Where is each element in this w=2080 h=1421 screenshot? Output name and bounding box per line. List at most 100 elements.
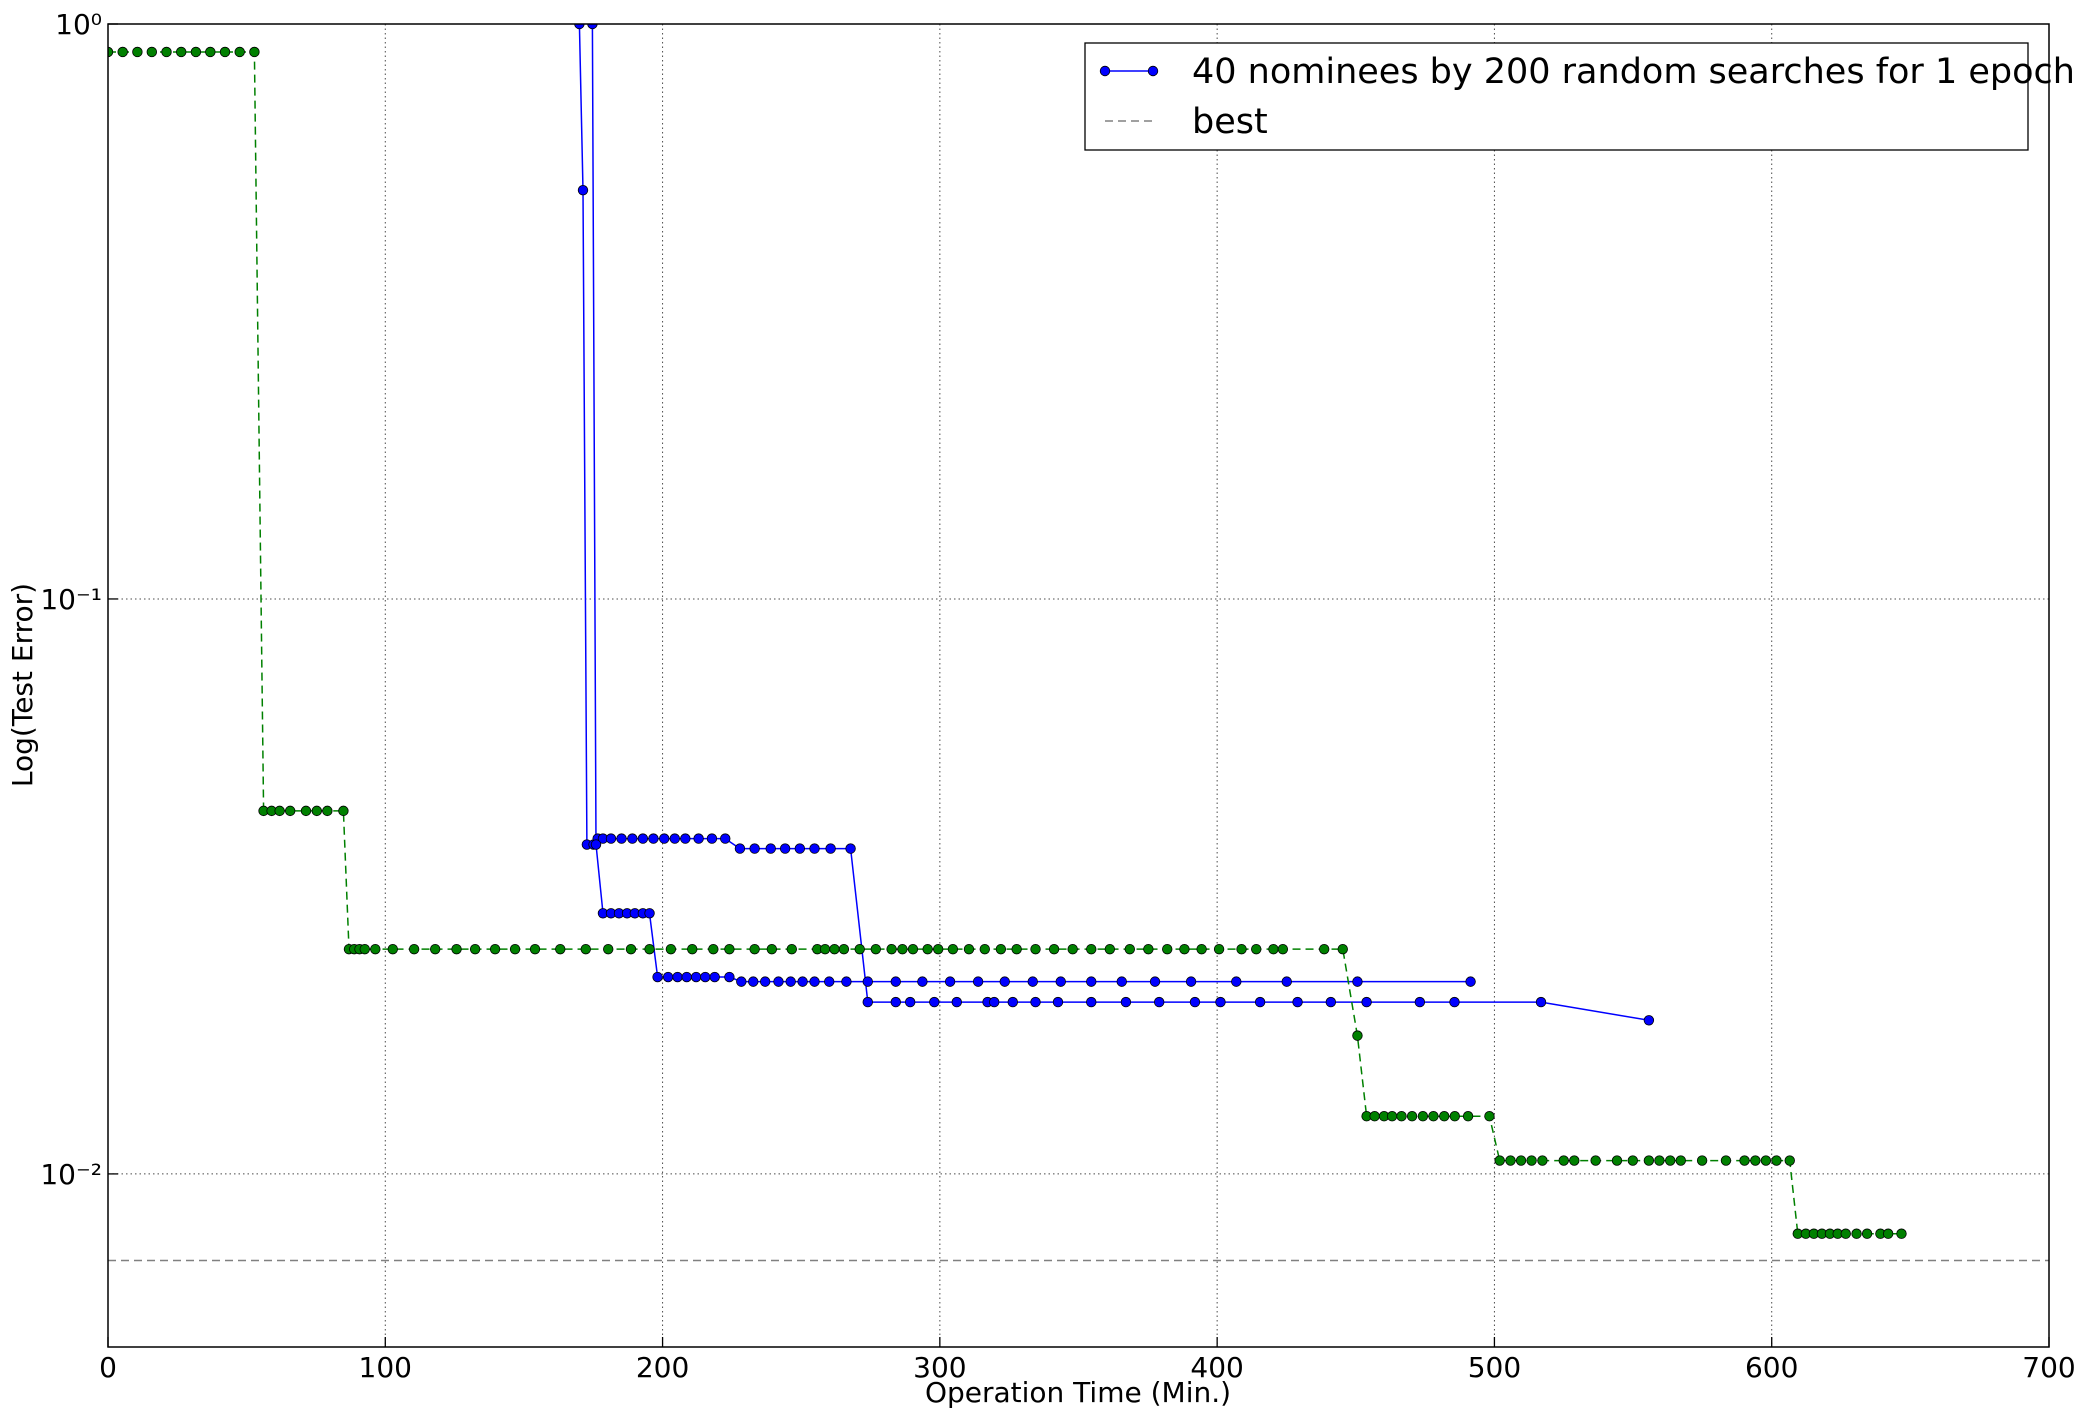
plot-frame (107, 23, 2050, 1348)
data-point (829, 943, 840, 955)
data-point (1048, 943, 1060, 955)
data-point (108, 46, 114, 58)
data-point (1369, 1111, 1380, 1122)
x-tick-label: 100 (359, 1351, 412, 1384)
data-point (1149, 976, 1161, 987)
data-point (963, 943, 975, 955)
data-point (1861, 1228, 1873, 1239)
data-point (1771, 1155, 1782, 1166)
data-point (451, 943, 462, 955)
data-point (1007, 996, 1018, 1008)
data-point (1325, 996, 1337, 1008)
series-line (108, 51, 1902, 1235)
data-point (637, 833, 649, 844)
data-point (1675, 1155, 1686, 1166)
data-point (117, 46, 128, 58)
legend-label: best (1192, 102, 1268, 142)
x-tick-label: 500 (1468, 1351, 1521, 1384)
data-point (1030, 996, 1041, 1008)
data-point (1558, 1155, 1569, 1166)
y-tick-label: 10⁻² (40, 1158, 102, 1191)
data-point (274, 805, 285, 817)
y-tick-label: 10⁻¹ (40, 583, 102, 616)
data-point (1439, 1111, 1450, 1122)
data-point (1052, 996, 1064, 1008)
data-point (509, 943, 521, 955)
data-point (681, 971, 692, 983)
data-point (387, 943, 398, 955)
data-point (1428, 1111, 1439, 1122)
data-point (1281, 976, 1292, 987)
data-point (1720, 1155, 1732, 1166)
data-point (1292, 996, 1303, 1008)
data-point (709, 971, 720, 983)
data-point (1143, 943, 1154, 955)
data-point (644, 908, 655, 919)
data-point (995, 943, 1007, 955)
data-point (1396, 1111, 1407, 1122)
data-point (734, 843, 746, 854)
data-point (1654, 1155, 1665, 1166)
data-point (429, 943, 441, 955)
data-point (724, 971, 735, 983)
data-point (284, 805, 296, 817)
data-point (219, 46, 231, 58)
data-point (662, 971, 674, 983)
data-point (1189, 996, 1201, 1008)
data-point (1179, 943, 1190, 955)
data-point (886, 943, 897, 955)
data-point (1643, 1015, 1655, 1026)
data-point (979, 943, 990, 955)
data-point (749, 943, 760, 955)
data-point (1535, 996, 1547, 1008)
legend-label: 40 nominees by 200 random searches for 1… (1192, 52, 2075, 92)
data-point (648, 833, 659, 844)
data-point (322, 805, 333, 817)
plot (108, 24, 2049, 1262)
data-point (161, 46, 172, 58)
data-point (1417, 1111, 1429, 1122)
legend-marker (1099, 65, 1111, 77)
data-point (1124, 943, 1135, 955)
data-point (693, 833, 704, 844)
data-point (176, 46, 187, 58)
data-point (469, 943, 481, 955)
data-point (838, 943, 850, 955)
data-point (907, 943, 919, 955)
data-point (205, 46, 216, 58)
data-point (1739, 1155, 1750, 1166)
data-point (904, 996, 916, 1008)
data-point (951, 996, 962, 1008)
data-point (555, 943, 566, 955)
data-point (749, 843, 760, 854)
legend-marker (1147, 65, 1159, 77)
data-point (1386, 1111, 1398, 1122)
data-point (1627, 1155, 1638, 1166)
data-point (1696, 1155, 1708, 1166)
data-point (1251, 943, 1262, 955)
data-point (989, 996, 1000, 1008)
data-point (1352, 1030, 1363, 1041)
data-point (797, 976, 808, 987)
x-tick-label: 300 (913, 1351, 966, 1384)
data-point (1153, 996, 1165, 1008)
data-point (627, 833, 638, 844)
data-point (1011, 943, 1022, 955)
data-point (190, 46, 202, 58)
data-point (1215, 996, 1226, 1008)
data-point (1086, 976, 1097, 987)
data-point (748, 976, 759, 987)
data-point (1055, 976, 1066, 987)
data-point (1851, 1228, 1862, 1239)
data-point (1465, 976, 1476, 987)
data-point (370, 943, 381, 955)
data-point (1352, 976, 1363, 987)
data-point (759, 976, 771, 987)
data-point (311, 805, 322, 817)
series-line (578, 24, 1650, 1022)
data-point (809, 976, 820, 987)
data-point (1086, 943, 1097, 955)
data-point (338, 805, 349, 817)
data-point (1760, 1155, 1772, 1166)
data-point (1104, 943, 1116, 955)
